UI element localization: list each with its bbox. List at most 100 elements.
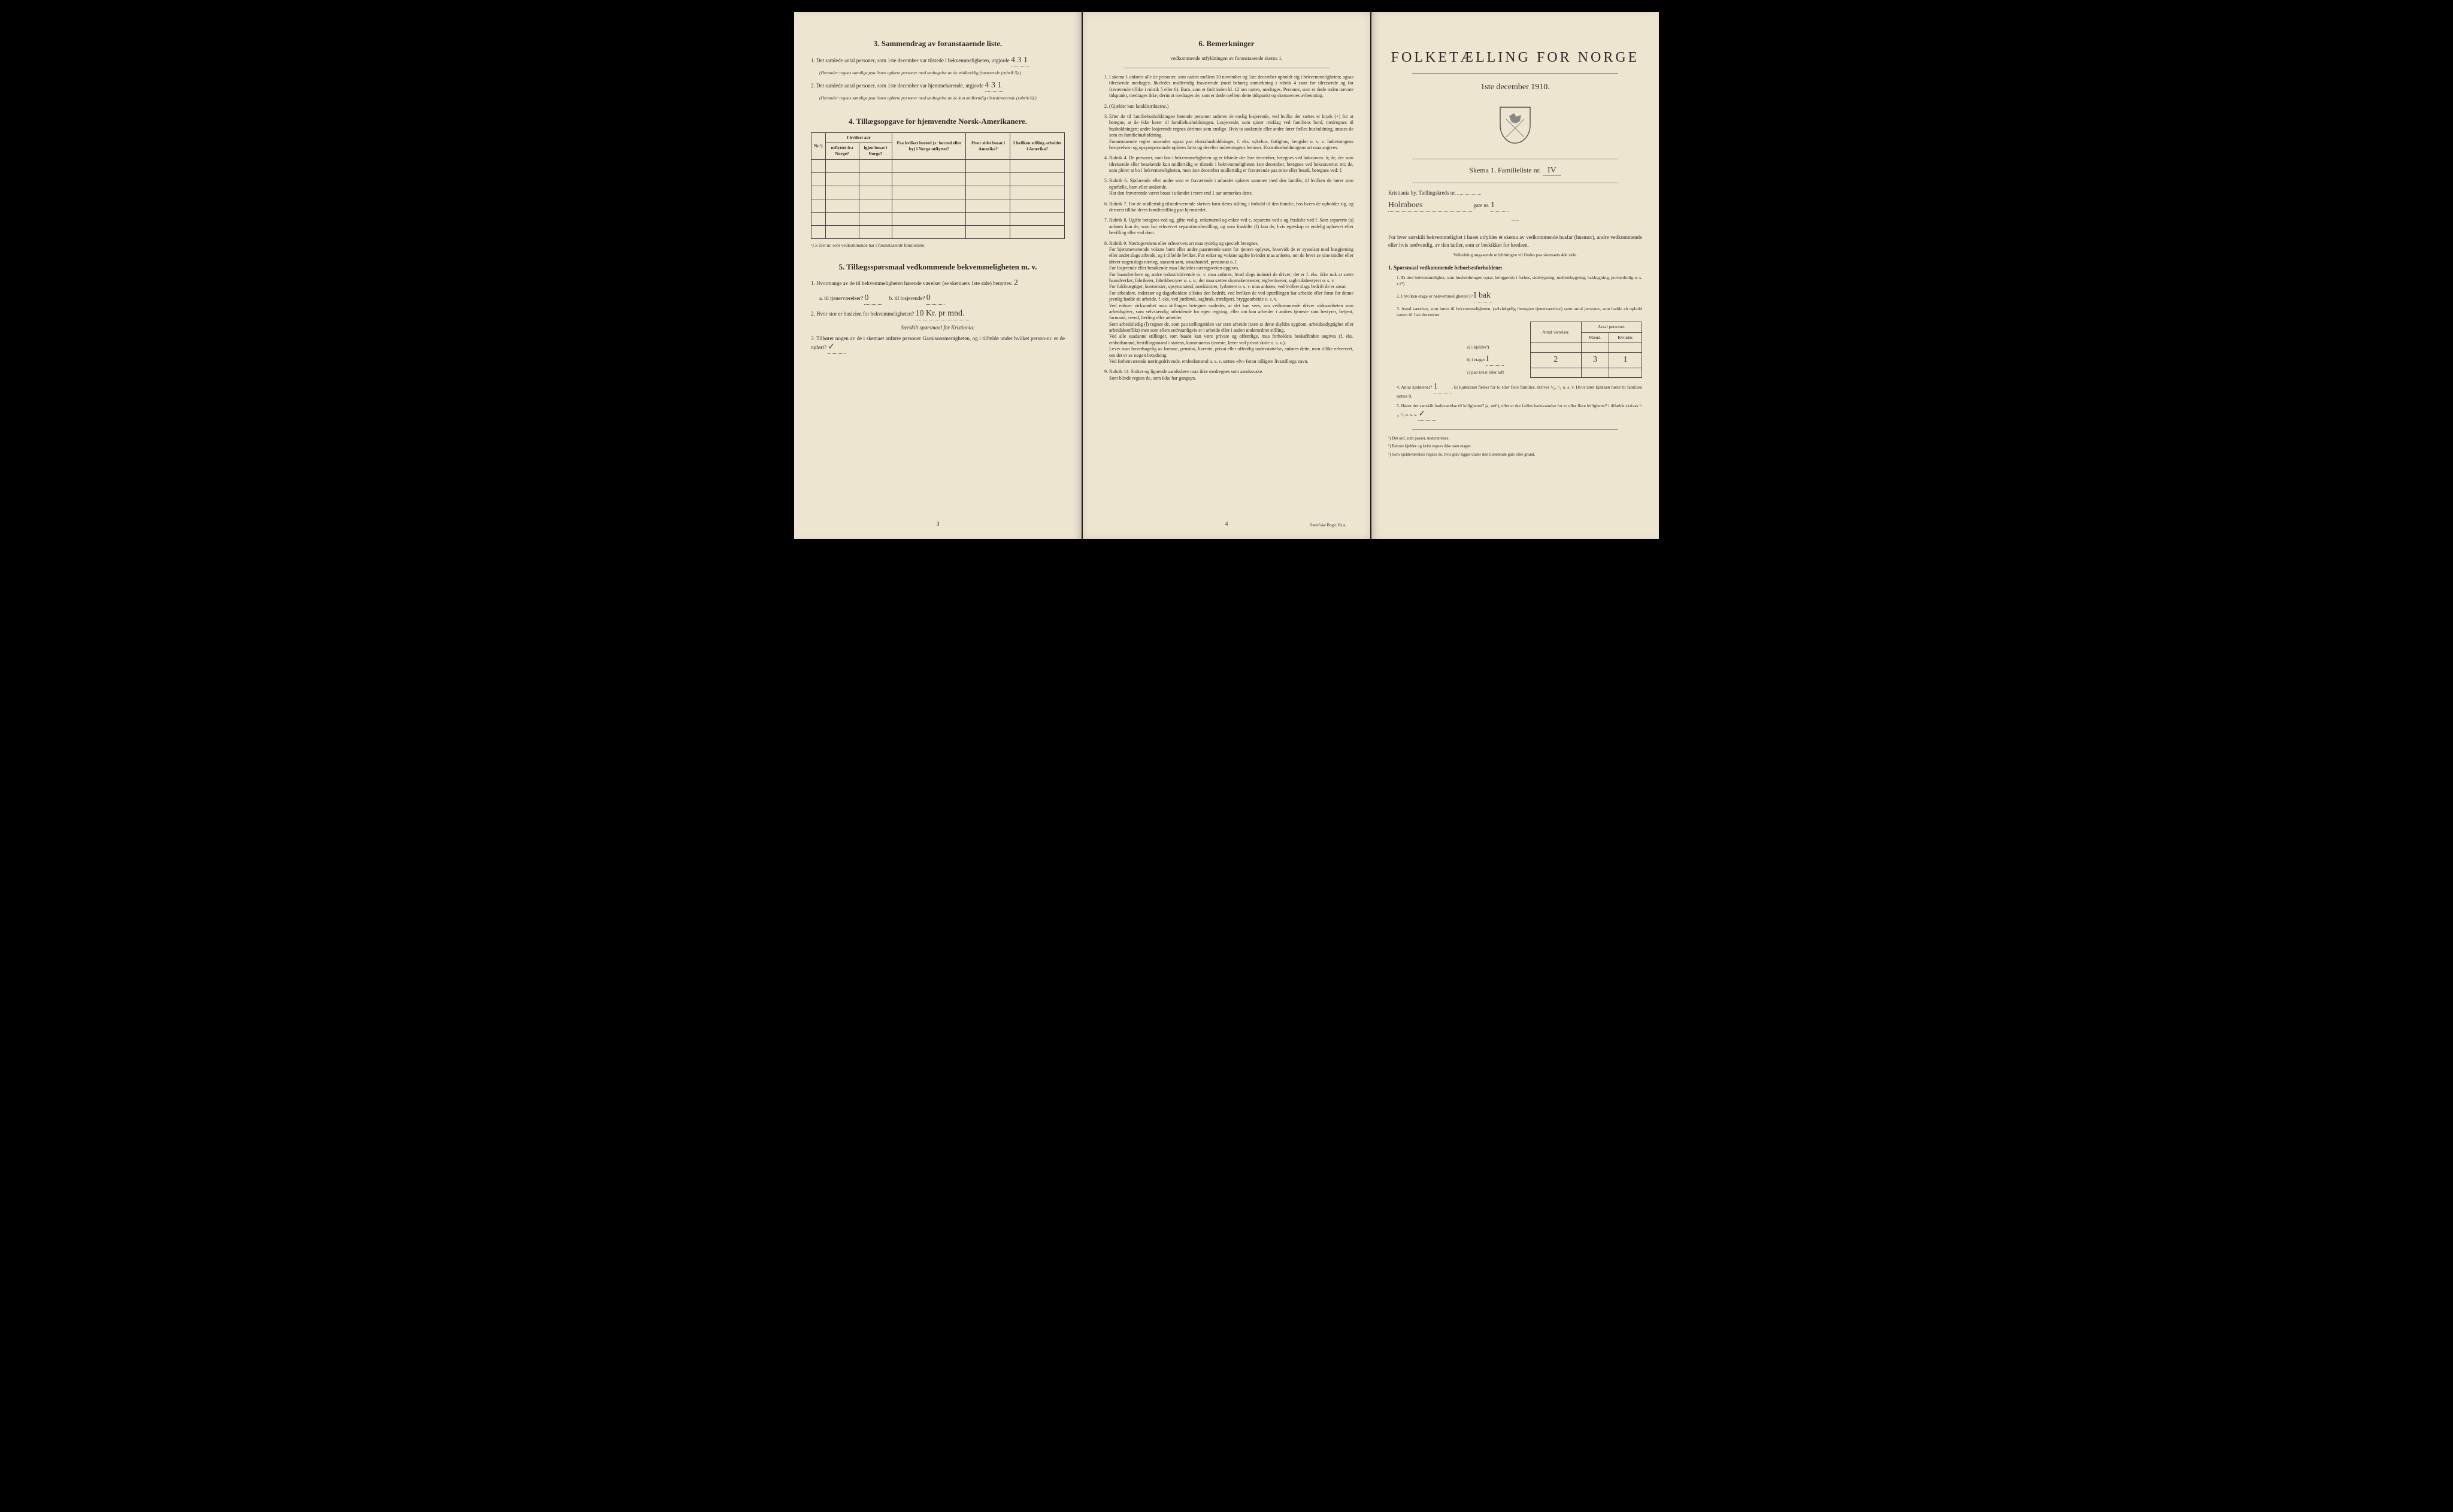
gate-line: Holmboes gate nr. 1 <box>1388 200 1642 212</box>
kreds-nr-blank <box>1457 194 1481 195</box>
q1-2: 2. I hvilken etage er bekvemmeligheten²)… <box>1397 290 1642 302</box>
row-kvist-label: c) paa kvist eller loft <box>1464 368 1530 377</box>
q5-3-text: 3. Tilhører nogen av de i skemaet anført… <box>811 335 1065 350</box>
table-row <box>811 199 1065 212</box>
q1-5: 5. Hører der særskilt badeværelse til le… <box>1397 403 1642 421</box>
q1-4-value: 1 <box>1434 381 1452 393</box>
q3-1-note: (Herunder regnes samtlige paa listen opf… <box>819 70 1065 76</box>
skema-line: Skema 1. Familieliste nr. IV <box>1388 165 1642 177</box>
q3-1-text: 1. Det samlede antal personer, som 1ste … <box>811 57 1010 63</box>
intro-paragraph: For hver særskilt bekvemmelighet i huset… <box>1388 234 1642 248</box>
section-6-subtitle: vedkommende utfyldningen av foranstaaend… <box>1100 55 1353 62</box>
skema-label: Skema 1. Familieliste nr. <box>1469 166 1541 174</box>
q1-1: 1. Er den bekvemmelighet, som husholdnin… <box>1397 275 1642 287</box>
norsk-amerikanere-table: Nr.¹) I hvilket aar Fra hvilket bosted (… <box>811 132 1065 238</box>
section-4-title: 4. Tillægsopgave for hjemvendte Norsk-Am… <box>811 116 1065 127</box>
page-4: 6. Bemerkninger vedkommende utfyldningen… <box>1083 12 1370 539</box>
row-etager-label: b) i etager <box>1467 357 1485 362</box>
cell-vaerelser: 2 <box>1530 352 1581 368</box>
th-maend: Mænd. <box>1581 332 1609 343</box>
census-date: 1ste december 1910. <box>1388 82 1642 93</box>
printer-credit: Steen'ske Bogtr. Kr.a. <box>1310 523 1346 528</box>
q3-2-value: 4 3 1 <box>985 80 1003 92</box>
coat-of-arms-icon <box>1388 104 1642 148</box>
row-kjelder-label: a) i kjelder³) <box>1464 343 1530 352</box>
page-number-4: 4 <box>1225 520 1228 529</box>
table-row: c) paa kvist eller loft <box>1464 368 1642 377</box>
footnote-3: ³) Som kjeldeværelser regnes de, hvis gu… <box>1388 452 1642 457</box>
census-title: FOLKETÆLLING FOR NORGE <box>1388 48 1642 67</box>
th-bosted: Fra hvilket bosted (ɔ: herred eller by) … <box>892 133 966 159</box>
q5-2: 2. Hvor stor er husleien for bekvemmelig… <box>811 308 1065 320</box>
q5-kristiania-sub: Særskilt spørsmaal for Kristiania: <box>811 324 1065 331</box>
th-vaerelser: Antal værelser. <box>1530 322 1581 343</box>
divider <box>1412 73 1618 74</box>
gate-suffix: gate nr. <box>1473 202 1489 208</box>
q5-3-value: ✓ <box>828 342 846 354</box>
vaerelser-table: Antal værelser. Antal personer. Mænd. Kv… <box>1464 322 1642 377</box>
table-row <box>811 172 1065 186</box>
table-row <box>811 212 1065 225</box>
cell-kvinder: 1 <box>1609 352 1642 368</box>
section-1-heading: 1. Spørsmaal vedkommende beboelsesforhol… <box>1388 264 1642 271</box>
page-1-cover: FOLKETÆLLING FOR NORGE 1ste december 191… <box>1371 12 1659 539</box>
remark-1: I skema 1 anføres alle de personer, som … <box>1109 74 1353 99</box>
q5-1: 1. Hvormange av de til bekvemmeligheten … <box>811 278 1065 289</box>
th-stilling: I hvilken stilling arbeidet i Amerika? <box>1010 133 1065 159</box>
by-label: Kristiania by. Tællingskreds nr. <box>1388 190 1456 196</box>
q5-1b-value: 0 <box>926 293 944 305</box>
q3-1-value: 4 3 1 <box>1011 55 1029 67</box>
kreds-line: Kristiania by. Tællingskreds nr. <box>1388 189 1642 196</box>
table-row <box>811 186 1065 199</box>
th-personer: Antal personer. <box>1581 322 1642 332</box>
gate-name: Holmboes <box>1388 200 1472 212</box>
q5-1-text: 1. Hvormange av de til bekvemmeligheten … <box>811 280 1013 286</box>
th-nr: Nr.¹) <box>811 133 826 159</box>
q1-3: 3. Antal værelser, som hører til bekvemm… <box>1397 306 1642 318</box>
remark-6: Rubrik 7. For de midlertidig tilstedevær… <box>1109 201 1353 214</box>
familieliste-nr: IV <box>1543 166 1561 175</box>
remark-9: Rubrik 14. Sinker og lignende aandssløve… <box>1109 369 1353 381</box>
section-6-title: 6. Bemerkninger <box>1100 38 1353 49</box>
th-utflyttet: utflyttet fra Norge? <box>825 143 859 159</box>
remark-2: (Gjælder kun landdistrikterne.) <box>1109 104 1353 110</box>
q1-5-value: ✓ <box>1418 409 1436 421</box>
q1-2-text: 2. I hvilken etage er bekvemmeligheten²)… <box>1397 293 1473 299</box>
q5-1a-text: a. til tjenerværelser? <box>819 295 863 301</box>
q5-1-value: 2 <box>1014 278 1018 287</box>
remark-5: Rubrik 6. Sjøfarende eller andre som er … <box>1109 178 1353 196</box>
divider <box>1412 429 1618 430</box>
row-etager-hand: I <box>1486 354 1504 366</box>
remarks-list: I skema 1 anføres alle de personer, som … <box>1100 74 1353 381</box>
q1-4-text: 4. Antal kjøkkener? <box>1397 384 1432 390</box>
q3-2-text: 2. Det samlede antal personer, som 1ste … <box>811 83 983 89</box>
cell-maend: 3 <box>1581 352 1609 368</box>
footnote-2: ²) Beboet kjelder og kvist regnes ikke s… <box>1388 444 1642 449</box>
q3-1: 1. Det samlede antal personer, som 1ste … <box>811 55 1065 67</box>
table-row: a) i kjelder³) <box>1464 343 1642 352</box>
veiledning-note: Veiledning angaaende utfyldningen vil fi… <box>1388 252 1642 258</box>
remark-3: Efter de til familiehusholdningen hørend… <box>1109 114 1353 151</box>
section-3-title: 3. Sammendrag av foranstaaende liste. <box>811 38 1065 49</box>
q5-2-value: 10 Kr. pr mnd. <box>915 308 969 320</box>
q5-1a-value: 0 <box>864 293 882 305</box>
th-kvinder: Kvinder. <box>1609 332 1642 343</box>
q5-1ab: a. til tjenerværelser? 0 b. til losjeren… <box>819 293 1065 305</box>
remark-7: Rubrik 8. Ugifte betegnes ved ug, gifte … <box>1109 217 1353 236</box>
remark-4: Rubrik 4. De personer, som bor i bekvemm… <box>1109 155 1353 174</box>
q5-2-text: 2. Hvor stor er husleien for bekvemmelig… <box>811 311 914 317</box>
table-row <box>811 225 1065 238</box>
ornament-icon: ~·~ <box>1388 217 1642 224</box>
footnote-1: ¹) Det ord, som passer, understrekes. <box>1388 436 1642 441</box>
th-aar: I hvilket aar <box>825 133 892 143</box>
th-amerika-bosat: Hvor sidst bosat i Amerika? <box>966 133 1010 159</box>
q3-2: 2. Det samlede antal personer, som 1ste … <box>811 80 1065 92</box>
q1-4: 4. Antal kjøkkener? 1. Er kjøkkenet fæll… <box>1397 381 1642 399</box>
q1-2-value: I bak <box>1474 290 1492 302</box>
q5-3: 3. Tilhører nogen av de i skemaet anført… <box>811 335 1065 354</box>
table-row <box>811 159 1065 172</box>
page-3: 3. Sammendrag av foranstaaende liste. 1.… <box>794 12 1082 539</box>
document-spread: 3. Sammendrag av foranstaaende liste. 1.… <box>794 12 1659 539</box>
q3-2-note: (Herunder regnes samtlige paa listen opf… <box>819 95 1065 101</box>
q5-1b-text: b. til losjerende? <box>889 295 925 301</box>
